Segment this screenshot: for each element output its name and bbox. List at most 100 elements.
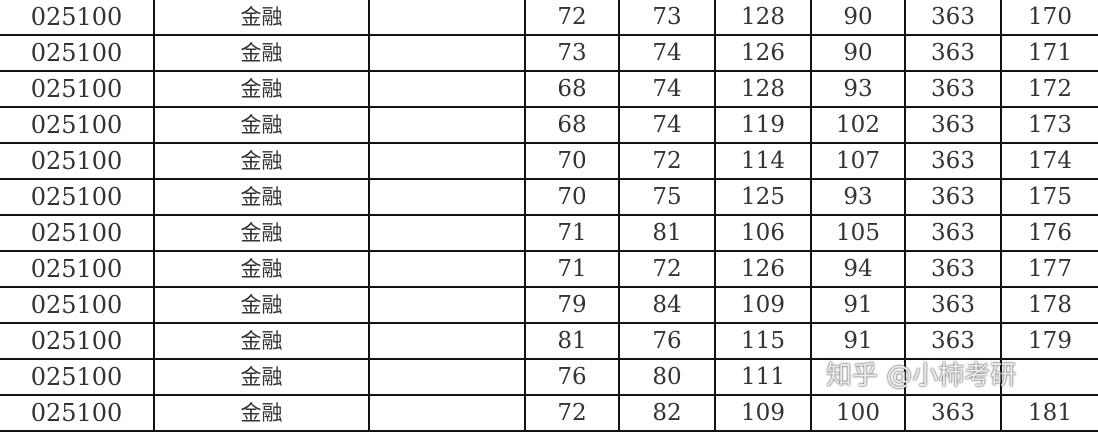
table-cell: 94: [810, 250, 906, 288]
table-cell: 70: [524, 142, 620, 180]
table-cell: 金融: [153, 358, 370, 396]
table-cell: 025100: [0, 70, 155, 108]
table-cell: [368, 214, 526, 252]
table-cell: 金融: [153, 394, 370, 432]
table-cell: 174: [1000, 142, 1098, 180]
table-cell: [904, 358, 1002, 396]
table-cell: 175: [1000, 178, 1098, 216]
table-cell: 72: [618, 142, 716, 180]
table-cell: 107: [810, 142, 906, 180]
table-cell: 025100: [0, 214, 155, 252]
table-cell: 173: [1000, 106, 1098, 144]
table-cell: 025100: [0, 0, 155, 36]
table-cell: 025100: [0, 322, 155, 360]
table-cell: 181: [1000, 394, 1098, 432]
table-cell: [368, 286, 526, 324]
table-cell: 71: [524, 214, 620, 252]
table-row: 025100 金融 68 74 119 102 363 173: [0, 106, 1098, 144]
table-row: 025100 金融 79 84 109 91 363 178: [0, 286, 1098, 324]
table-cell: [810, 358, 906, 396]
table-cell: 75: [618, 178, 716, 216]
table-cell: 128: [714, 70, 812, 108]
table-cell: 025100: [0, 106, 155, 144]
table-cell: 363: [904, 0, 1002, 36]
table-cell: 363: [904, 178, 1002, 216]
table-cell: 71: [524, 250, 620, 288]
table-row: 025100 金融 81 76 115 91 363 179: [0, 322, 1098, 360]
table-row: 025100 金融 70 72 114 107 363 174: [0, 142, 1098, 180]
table-cell: 84: [618, 286, 716, 324]
table-cell: 金融: [153, 214, 370, 252]
table-row: 025100 金融 72 82 109 100 363 181: [0, 394, 1098, 432]
table-cell: 363: [904, 142, 1002, 180]
table-cell: 82: [618, 394, 716, 432]
table-cell: 171: [1000, 34, 1098, 72]
table-cell: 109: [714, 394, 812, 432]
table-cell: 80: [618, 358, 716, 396]
table-cell: 363: [904, 286, 1002, 324]
table-cell: 70: [524, 178, 620, 216]
table-cell: 93: [810, 178, 906, 216]
table-cell: 90: [810, 0, 906, 36]
table-cell: 172: [1000, 70, 1098, 108]
table-cell: 79: [524, 286, 620, 324]
table-cell: 金融: [153, 142, 370, 180]
table-cell: 74: [618, 106, 716, 144]
table-cell: [368, 70, 526, 108]
table-cell: [368, 322, 526, 360]
table-cell: [368, 250, 526, 288]
table-cell: 105: [810, 214, 906, 252]
table-cell: 125: [714, 178, 812, 216]
table-cell: 363: [904, 106, 1002, 144]
table-cell: [368, 0, 526, 36]
table-cell: 93: [810, 70, 906, 108]
table-cell: 68: [524, 70, 620, 108]
watermark: 知乎 @小柿考研: [826, 361, 1017, 391]
table-cell: 177: [1000, 250, 1098, 288]
table-cell: 179: [1000, 322, 1098, 360]
table-cell: 100: [810, 394, 906, 432]
table-row: 025100 金融 68 74 128 93 363 172: [0, 70, 1098, 108]
table-cell: 111: [714, 358, 812, 396]
table-cell: 126: [714, 34, 812, 72]
table-row: 025100 金融 73 74 126 90 363 171: [0, 34, 1098, 72]
table-row: 025100 金融 71 72 126 94 363 177: [0, 250, 1098, 288]
table-cell: [368, 178, 526, 216]
table-cell: 363: [904, 250, 1002, 288]
table-cell: 76: [524, 358, 620, 396]
table-cell: 76: [618, 322, 716, 360]
table-row: 025100 金融 70 75 125 93 363 175: [0, 178, 1098, 216]
table-cell: 102: [810, 106, 906, 144]
table-cell: 126: [714, 250, 812, 288]
table-cell: [368, 394, 526, 432]
table-row: 025100 金融 71 81 106 105 363 176: [0, 214, 1098, 252]
table-cell: 363: [904, 214, 1002, 252]
table-cell: [368, 142, 526, 180]
table-cell: 91: [810, 322, 906, 360]
table-cell: 73: [618, 0, 716, 36]
table-cell: [368, 106, 526, 144]
table-cell: [368, 358, 526, 396]
table-cell: 114: [714, 142, 812, 180]
table-cell: [368, 34, 526, 72]
table-cell: 176: [1000, 214, 1098, 252]
table-cell: [1000, 358, 1098, 396]
table-cell: 90: [810, 34, 906, 72]
table-cell: 025100: [0, 286, 155, 324]
table-cell: 363: [904, 322, 1002, 360]
table-cell: 74: [618, 70, 716, 108]
table-cell: 025100: [0, 358, 155, 396]
table-cell: 金融: [153, 70, 370, 108]
table-cell: 106: [714, 214, 812, 252]
table-cell: 363: [904, 70, 1002, 108]
table-cell: 109: [714, 286, 812, 324]
table-cell: 128: [714, 0, 812, 36]
table-cell: 金融: [153, 34, 370, 72]
table-cell: 金融: [153, 0, 370, 36]
table-cell: 363: [904, 394, 1002, 432]
table-cell: 81: [618, 214, 716, 252]
table-row: 025100 金融 76 80 111: [0, 358, 1098, 396]
table-cell: 81: [524, 322, 620, 360]
table-cell: 025100: [0, 34, 155, 72]
